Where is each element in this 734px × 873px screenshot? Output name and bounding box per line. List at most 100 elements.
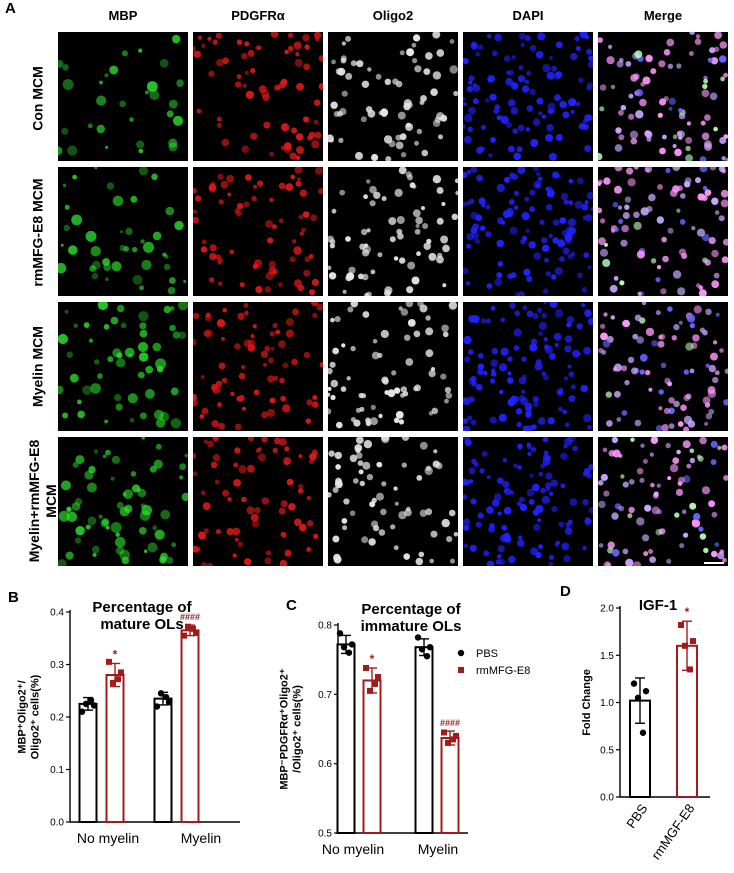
cell-dot bbox=[371, 351, 380, 360]
cell-dot bbox=[464, 439, 472, 447]
cell-dot bbox=[643, 551, 649, 557]
cell-dot bbox=[564, 437, 573, 446]
cell-dot bbox=[691, 226, 696, 231]
cell-dot bbox=[536, 171, 541, 177]
cell-dot bbox=[236, 39, 243, 45]
cell-dot bbox=[385, 156, 392, 161]
cell-dot bbox=[75, 537, 82, 544]
cell-dot bbox=[284, 49, 289, 55]
cell-dot bbox=[636, 467, 644, 475]
cell-dot bbox=[685, 145, 691, 152]
cell-dot bbox=[568, 371, 575, 378]
y-tick-label: 0.8 bbox=[318, 621, 332, 632]
cell-dot bbox=[710, 440, 718, 448]
cell-dot bbox=[566, 315, 575, 324]
cell-dot bbox=[237, 541, 244, 548]
cell-dot bbox=[253, 184, 258, 189]
cell-dot bbox=[394, 188, 403, 197]
cell-dot bbox=[222, 57, 229, 65]
cell-dot bbox=[58, 385, 64, 395]
cell-dot bbox=[666, 558, 672, 564]
cell-dot bbox=[244, 558, 252, 566]
cell-dot bbox=[672, 143, 677, 149]
row-label-line: Con MCM bbox=[29, 66, 46, 131]
cell-dot bbox=[509, 226, 518, 235]
cell-dot bbox=[265, 220, 273, 228]
cell-dot bbox=[170, 387, 179, 396]
cell-dot bbox=[489, 416, 497, 424]
cell-dot bbox=[537, 176, 543, 182]
cell-dot bbox=[621, 410, 628, 416]
cell-dot bbox=[328, 386, 332, 391]
data-point bbox=[450, 736, 456, 743]
cell-dot bbox=[242, 406, 246, 411]
cell-dot bbox=[110, 476, 115, 481]
cell-dot bbox=[485, 318, 492, 324]
cell-dot bbox=[622, 548, 629, 555]
cell-dot bbox=[167, 286, 176, 295]
chart-title: mature OLs bbox=[100, 616, 183, 633]
cell-dot bbox=[704, 114, 711, 121]
cell-dot bbox=[280, 395, 287, 402]
cell-dot bbox=[375, 73, 382, 80]
cell-dot bbox=[655, 310, 661, 316]
cell-dot bbox=[677, 476, 685, 484]
cell-dot bbox=[425, 508, 433, 516]
cell-dot bbox=[343, 498, 350, 505]
cell-dot bbox=[508, 199, 515, 205]
cell-dot bbox=[422, 223, 429, 229]
bar bbox=[440, 737, 460, 834]
cell-dot bbox=[269, 331, 275, 337]
cell-dot bbox=[718, 55, 727, 63]
cell-dot bbox=[129, 418, 135, 423]
cell-dot bbox=[432, 460, 440, 468]
cell-dot bbox=[86, 482, 97, 493]
cell-dot bbox=[487, 74, 496, 83]
cell-dot bbox=[700, 120, 706, 126]
cell-dot bbox=[93, 449, 99, 454]
cell-dot bbox=[346, 272, 355, 281]
cell-dot bbox=[233, 479, 241, 487]
cell-dot bbox=[404, 334, 411, 341]
cell-dot bbox=[413, 330, 421, 338]
cell-dot bbox=[414, 65, 422, 73]
cell-dot bbox=[62, 64, 69, 71]
cell-dot bbox=[676, 449, 681, 455]
cell-dot bbox=[554, 343, 559, 347]
cell-dot bbox=[218, 199, 224, 205]
cell-dot bbox=[497, 261, 504, 267]
cell-dot bbox=[472, 84, 481, 92]
cell-dot bbox=[619, 280, 625, 286]
cell-dot bbox=[358, 469, 364, 475]
cell-dot bbox=[695, 34, 701, 39]
cell-dot bbox=[667, 306, 673, 312]
cell-dot bbox=[463, 335, 472, 345]
cell-dot bbox=[699, 533, 707, 540]
cell-dot bbox=[611, 437, 618, 444]
cell-dot bbox=[58, 333, 68, 345]
cell-dot bbox=[489, 378, 496, 384]
cell-dot bbox=[650, 482, 655, 488]
cell-dot bbox=[513, 328, 522, 337]
cell-dot bbox=[719, 348, 724, 353]
cell-dot bbox=[88, 338, 94, 343]
y-tick-label: 1.0 bbox=[600, 698, 614, 709]
cell-dot bbox=[254, 506, 261, 514]
cell-dot bbox=[565, 237, 572, 245]
cell-dot bbox=[116, 546, 125, 555]
cell-dot bbox=[273, 84, 281, 91]
cell-dot bbox=[376, 492, 384, 501]
cell-dot bbox=[463, 97, 466, 102]
cell-dot bbox=[548, 55, 553, 60]
cell-dot bbox=[516, 146, 523, 153]
cell-dot bbox=[479, 225, 486, 232]
cell-dot bbox=[679, 543, 685, 549]
cell-dot bbox=[564, 422, 570, 428]
column-header-oligo2: Oligo2 bbox=[372, 8, 414, 23]
cell-dot bbox=[311, 278, 319, 286]
cell-dot bbox=[598, 152, 603, 161]
cell-dot bbox=[293, 279, 303, 288]
cell-dot bbox=[407, 319, 416, 327]
cell-dot bbox=[614, 144, 623, 152]
cell-dot bbox=[436, 255, 444, 264]
